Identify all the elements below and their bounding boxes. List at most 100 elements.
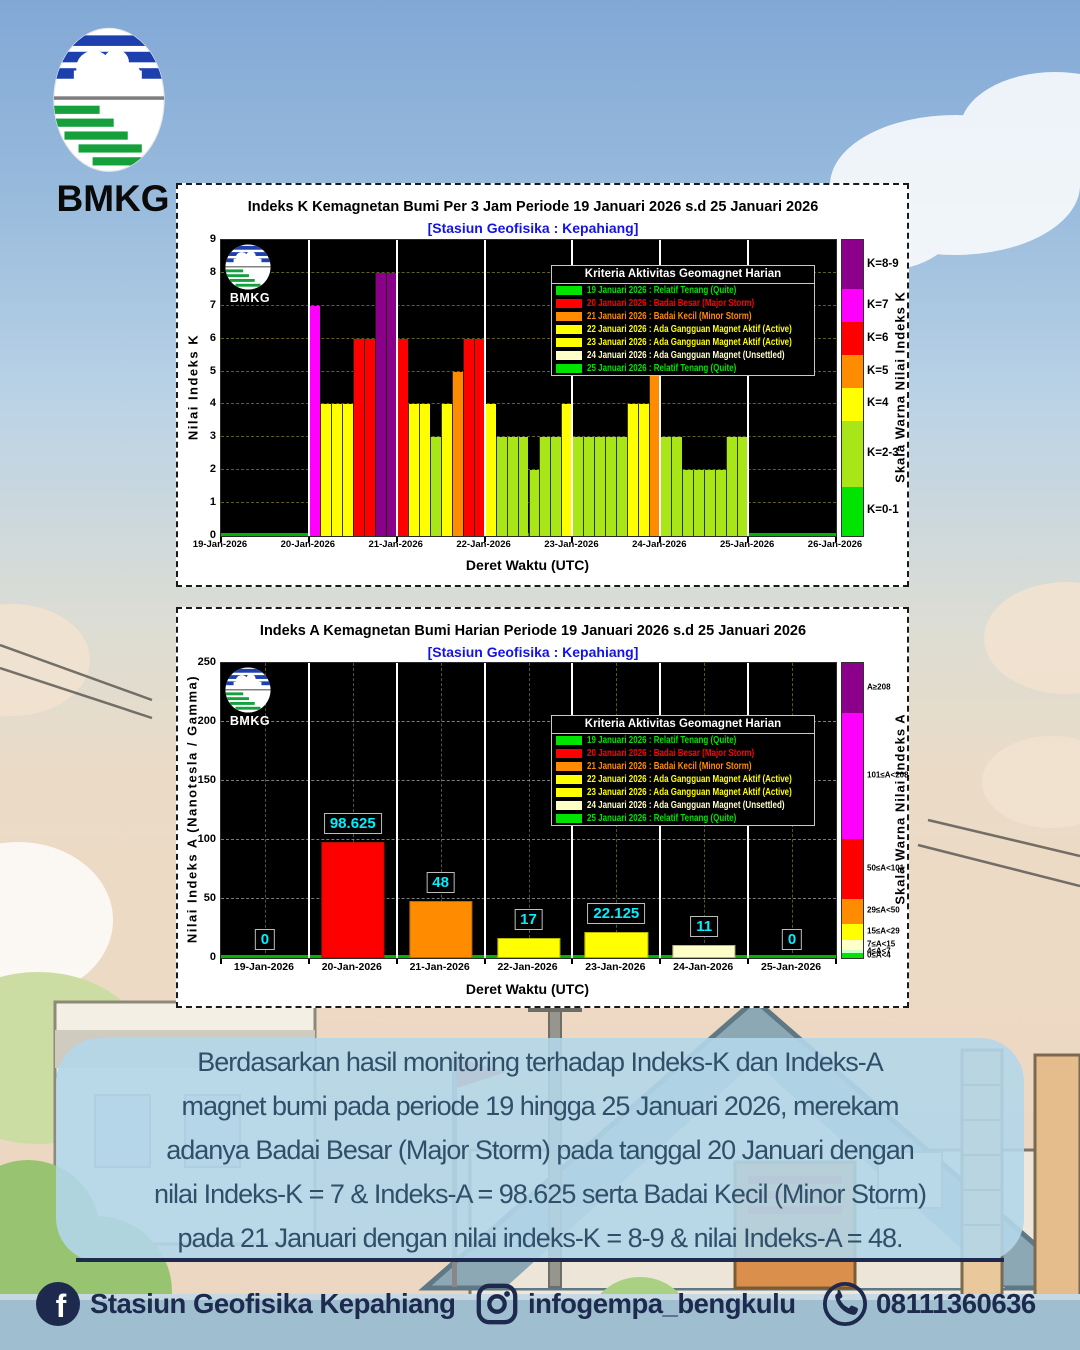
a-bmkg-badge: BMKG (224, 666, 276, 728)
x-tick-mark (659, 959, 662, 964)
k-y-axis-title: Nilai Indeks K (185, 333, 201, 441)
gridline-horizontal (221, 721, 836, 722)
legend-header: Kriteria Aktivitas Geomagnet Harian (552, 266, 814, 284)
y-tick-label: 7 (209, 298, 216, 311)
bmkg-logo-icon (53, 27, 165, 172)
y-tick-label: 4 (209, 397, 216, 410)
colorbar-band (842, 940, 863, 950)
legend-text: 20 Januari 2026 : Badai Besar (Major Sto… (587, 748, 755, 759)
gridline-horizontal (221, 403, 836, 405)
x-tick-label: 20-Jan-2026 (321, 961, 382, 973)
a-bar-23-Jan-2026 (584, 931, 648, 958)
legend-row: 19 Januari 2026 : Relatif Tenang (Quite) (552, 284, 814, 297)
k-right-axis-title: Skala Warna Nilai Indeks K (892, 291, 908, 483)
a-chart-legend: Kriteria Aktivitas Geomagnet Harian 19 Ja… (551, 715, 815, 826)
x-tick-mark (220, 959, 222, 964)
legend-swatch (556, 762, 582, 771)
legend-row: 22 Januari 2026 : Ada Gangguan Magnet Ak… (552, 323, 814, 336)
footer-instagram: infogempa_bengkulu (474, 1276, 796, 1332)
k-bar-22-Jan-2026-h3 (495, 437, 507, 536)
bmkg-logo: BMKG (50, 26, 176, 220)
a-chart-plot-area: Kriteria Aktivitas Geomagnet Harian 19 Ja… (220, 662, 837, 964)
x-tick-mark (835, 959, 837, 964)
legend-swatch (556, 299, 582, 308)
x-tick-mark (307, 959, 310, 964)
colorbar-label: 15≤A<29 (867, 926, 900, 936)
instagram-handle: infogempa_bengkulu (528, 1288, 796, 1319)
legend-text: 20 Januari 2026 : Badai Besar (Major Sto… (587, 298, 755, 309)
legend-swatch (556, 775, 582, 784)
legend-row: 20 Januari 2026 : Badai Besar (Major Sto… (552, 747, 814, 760)
y-tick-label: 150 (197, 774, 216, 786)
x-tick-label: 26-Jan-2026 (807, 539, 863, 550)
k-bar-22-Jan-2026-h9 (517, 437, 529, 536)
gridline-horizontal (221, 304, 836, 306)
gridline-day-boundary (395, 240, 398, 536)
legend-text: 24 Januari 2026 : Ada Gangguan Magnet (U… (587, 800, 785, 811)
colorbar-band (842, 838, 863, 899)
summary-line: adanya Badai Besar (Major Storm) pada ta… (166, 1135, 915, 1165)
legend-swatch (556, 736, 582, 745)
k-bar-24-Jan-2026-h18 (726, 437, 738, 536)
footer-separator (76, 1258, 1004, 1262)
facebook-icon: f (36, 1282, 80, 1326)
colorbar-band (842, 712, 863, 839)
a-right-axis-title: Skala Warna Nilai Indeks A (892, 713, 908, 905)
x-tick-label: 23-Jan-2026 (585, 961, 646, 973)
colorbar-label: 4≤A<7 (867, 946, 891, 956)
x-tick-label: 23-Jan-2026 (544, 539, 599, 550)
x-tick-mark (483, 537, 486, 542)
bmkg-badge-icon (225, 244, 271, 290)
k-bar-21-Jan-2026-h6 (418, 404, 430, 536)
gridline-category-center (264, 663, 266, 958)
y-tick-label: 1 (209, 496, 216, 509)
y-tick-label: 2 (209, 463, 216, 476)
power-lines (0, 643, 1080, 888)
clouds-mid (0, 582, 1080, 828)
k-bar-22-Jan-2026-h18 (550, 437, 562, 536)
x-tick-label: 22-Jan-2026 (456, 539, 511, 550)
colorbar-label: 50≤A<101 (867, 863, 905, 873)
a-bar-24-Jan-2026 (672, 945, 736, 958)
legend-header: Kriteria Aktivitas Geomagnet Harian (552, 716, 814, 734)
legend-text: 22 Januari 2026 : Ada Gangguan Magnet Ak… (587, 774, 792, 785)
y-tick-label: 9 (209, 233, 216, 245)
k-bar-23-Jan-2026-h0 (572, 437, 584, 536)
k-bar-20-Jan-2026-h21 (385, 272, 397, 536)
colorbar-band (842, 322, 863, 356)
value-label-19-Jan-2026: 0 (254, 929, 276, 950)
k-bmkg-badge: BMKG (224, 243, 276, 305)
k-color-scale-labels: K=8-9 K=7 K=6 K=5 K=4 K=2-3 K=0-1 (867, 239, 911, 535)
colorbar-band (842, 949, 863, 954)
k-bar-20-Jan-2026-h3 (319, 404, 331, 536)
a-chart-subtitle: [Stasiun Geofisika : Kepahiang] (427, 644, 639, 660)
y-tick-label: 6 (209, 331, 216, 344)
colorbar-label: K=5 (867, 364, 889, 377)
k-bar-24-Jan-2026-h6 (682, 470, 694, 536)
x-tick-mark (395, 537, 398, 542)
y-tick-label: 0 (209, 951, 216, 963)
k-bar-20-Jan-2026-h18 (374, 272, 386, 536)
y-tick-label: 200 (197, 715, 216, 727)
k-x-tick-labels: 19-Jan-2026 20-Jan-2026 21-Jan-2026 22-Jan-… (193, 539, 862, 553)
x-tick-label: 20-Jan-2026 (280, 539, 336, 550)
colorbar-band (842, 953, 863, 958)
x-tick-label: 25-Jan-2026 (761, 961, 822, 973)
k-chart-legend: Kriteria Aktivitas Geomagnet Harian 19 Ja… (551, 265, 815, 376)
k-bar-20-Jan-2026-h0 (308, 305, 320, 536)
k-bar-21-Jan-2026-h0 (396, 338, 408, 536)
gridline-horizontal (221, 370, 836, 372)
k-bar-20-Jan-2026-h12 (352, 338, 364, 536)
x-tick-mark (571, 959, 574, 964)
gridline-day-boundary (571, 240, 574, 536)
colorbar-label: 101≤A<208 (867, 770, 909, 780)
legend-text: 19 Januari 2026 : Relatif Tenang (Quite) (587, 285, 737, 296)
k-chart-subtitle: [Stasiun Geofisika : Kepahiang] (427, 220, 639, 236)
y-tick-label: 100 (197, 833, 216, 845)
k-bar-23-Jan-2026-h9 (605, 437, 617, 536)
colorbar-band (842, 923, 863, 941)
x-tick-label: 19-Jan-2026 (192, 539, 248, 550)
gridline-category-boundary (483, 663, 486, 958)
legend-row: 23 Januari 2026 : Ada Gangguan Magnet Ak… (552, 786, 814, 799)
x-tick-label: 19-Jan-2026 (233, 961, 294, 973)
